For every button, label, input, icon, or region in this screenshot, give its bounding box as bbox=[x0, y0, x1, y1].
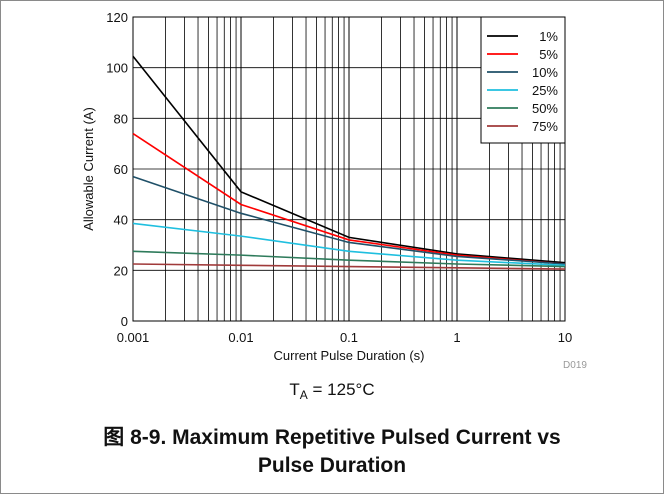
y-tick-label: 40 bbox=[114, 213, 128, 228]
caption-line-1: 图 8-9. Maximum Repetitive Pulsed Current… bbox=[103, 426, 561, 449]
legend-label: 75% bbox=[532, 119, 558, 134]
series-line-5pct bbox=[132, 132, 566, 265]
series-line-75pct bbox=[132, 263, 566, 270]
legend-label: 10% bbox=[532, 65, 558, 80]
legend-label: 5% bbox=[539, 47, 558, 62]
legend-label: 25% bbox=[532, 83, 558, 98]
legend-label: 1% bbox=[539, 29, 558, 44]
x-tick-labels: 0.001 0.01 0.1 1 10 bbox=[117, 330, 573, 345]
figure-caption: 图 8-9. Maximum Repetitive Pulsed Current… bbox=[0, 424, 664, 480]
temp-value: = 125°C bbox=[307, 380, 375, 399]
temp-subscript: A bbox=[299, 388, 308, 402]
legend-label: 50% bbox=[532, 101, 558, 116]
series-line-50pct bbox=[132, 250, 566, 268]
series-lines bbox=[132, 55, 566, 270]
y-axis-label: Allowable Current (A) bbox=[81, 107, 96, 231]
temperature-condition: TA = 125°C bbox=[0, 380, 664, 402]
series-line-10pct bbox=[132, 175, 566, 265]
temp-symbol: T bbox=[289, 380, 300, 399]
x-tick-label: 0.001 bbox=[117, 330, 150, 345]
y-tick-label: 60 bbox=[114, 162, 128, 177]
series-line-1pct bbox=[132, 55, 566, 264]
x-axis-label: Current Pulse Duration (s) bbox=[274, 348, 425, 363]
plot-area bbox=[132, 16, 566, 322]
x-tick-label: 1 bbox=[453, 330, 460, 345]
y-tick-label: 120 bbox=[106, 10, 128, 25]
y-tick-labels: 0 20 40 60 80 100 120 bbox=[106, 10, 128, 329]
chart: 0 20 40 60 80 100 120 0.001 0.01 0.1 1 10 Current … bbox=[81, 10, 587, 371]
y-tick-label: 100 bbox=[106, 61, 128, 76]
series-line-25pct bbox=[132, 222, 566, 267]
chart-id-annotation: D019 bbox=[563, 360, 587, 371]
x-tick-label: 0.1 bbox=[340, 330, 358, 345]
x-tick-label: 10 bbox=[558, 330, 572, 345]
legend-box bbox=[480, 16, 566, 144]
y-tick-label: 20 bbox=[114, 263, 128, 278]
x-tick-label: 0.01 bbox=[228, 330, 253, 345]
y-tick-label: 80 bbox=[114, 111, 128, 126]
y-tick-label: 0 bbox=[121, 314, 128, 329]
caption-line-2: Pulse Duration bbox=[257, 454, 407, 477]
legend: 1% 5% 10% 25% 50% 75% bbox=[480, 16, 566, 144]
